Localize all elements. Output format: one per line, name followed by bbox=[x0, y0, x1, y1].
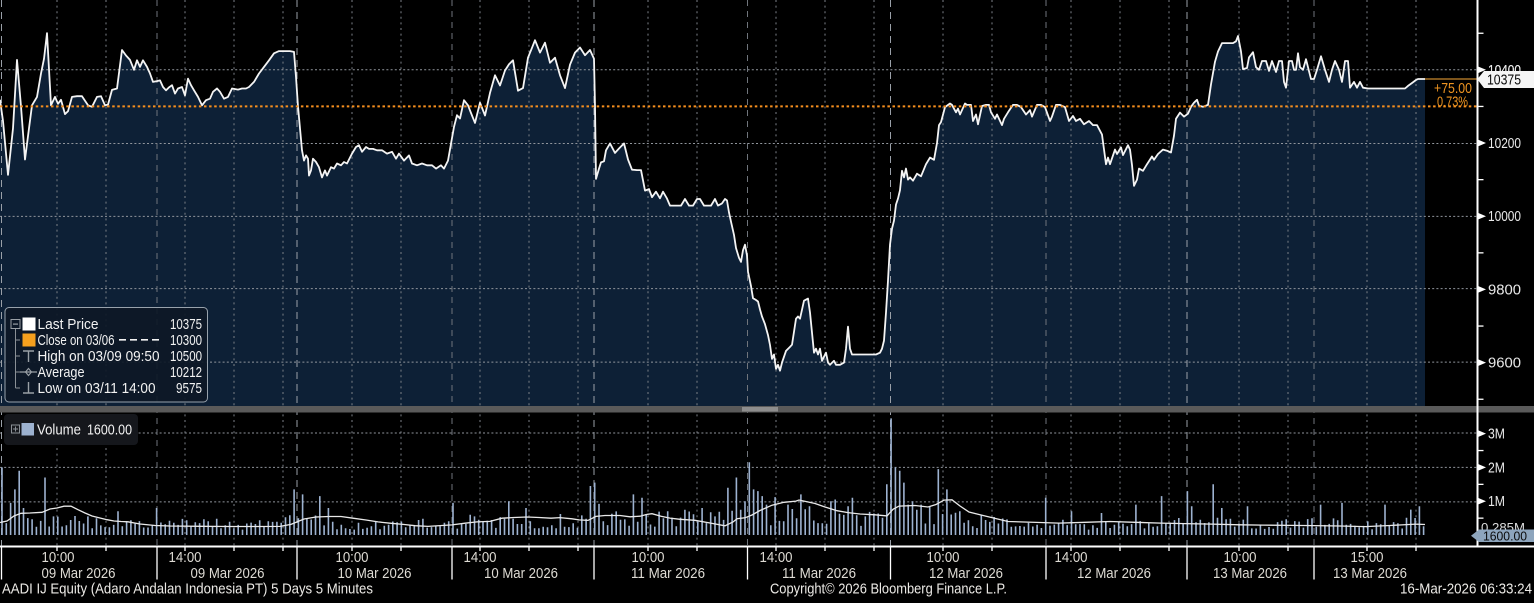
svg-text:10:00: 10:00 bbox=[632, 550, 665, 566]
svg-text:14:00: 14:00 bbox=[760, 550, 793, 566]
svg-text:10300: 10300 bbox=[170, 333, 202, 349]
svg-text:10:00: 10:00 bbox=[42, 550, 75, 566]
svg-text:16-Mar-2026 06:33:24: 16-Mar-2026 06:33:24 bbox=[1400, 582, 1532, 598]
svg-text:9600: 9600 bbox=[1488, 356, 1521, 372]
svg-text:3M: 3M bbox=[1488, 427, 1505, 443]
svg-text:0.73%: 0.73% bbox=[1437, 95, 1468, 111]
svg-text:Low on 03/11 14:00: Low on 03/11 14:00 bbox=[38, 381, 156, 397]
svg-text:1600.00: 1600.00 bbox=[1483, 529, 1527, 543]
svg-text:13 Mar 2026: 13 Mar 2026 bbox=[1333, 566, 1407, 582]
svg-text:14:00: 14:00 bbox=[169, 550, 202, 566]
svg-text:11 Mar 2026: 11 Mar 2026 bbox=[631, 566, 705, 582]
svg-text:+75.00: +75.00 bbox=[1434, 81, 1472, 97]
svg-text:14:00: 14:00 bbox=[1055, 550, 1088, 566]
svg-text:09 Mar 2026: 09 Mar 2026 bbox=[42, 566, 116, 582]
svg-text:10 Mar 2026: 10 Mar 2026 bbox=[338, 566, 412, 582]
svg-text:9575: 9575 bbox=[176, 381, 202, 397]
svg-text:10500: 10500 bbox=[170, 349, 202, 365]
svg-text:Average: Average bbox=[38, 365, 85, 381]
svg-text:Volume: Volume bbox=[37, 423, 81, 439]
svg-text:10:00: 10:00 bbox=[927, 550, 960, 566]
svg-text:10:00: 10:00 bbox=[336, 550, 369, 566]
svg-text:Copyright© 2026 Bloomberg Fina: Copyright© 2026 Bloomberg Finance L.P. bbox=[770, 582, 1007, 598]
svg-text:10212: 10212 bbox=[170, 365, 202, 381]
svg-text:10375: 10375 bbox=[170, 317, 202, 333]
svg-text:13 Mar 2026: 13 Mar 2026 bbox=[1213, 566, 1287, 582]
svg-text:10000: 10000 bbox=[1488, 209, 1521, 225]
svg-text:10:00: 10:00 bbox=[1224, 550, 1257, 566]
svg-text:AADI IJ Equity (Adaro Andalan: AADI IJ Equity (Adaro Andalan Indonesia … bbox=[2, 582, 373, 598]
svg-text:12 Mar 2026: 12 Mar 2026 bbox=[1077, 566, 1151, 582]
svg-text:10200: 10200 bbox=[1488, 136, 1521, 152]
svg-text:15:00: 15:00 bbox=[1351, 550, 1384, 566]
svg-text:Last Price: Last Price bbox=[38, 317, 99, 333]
svg-text:10 Mar 2026: 10 Mar 2026 bbox=[484, 566, 558, 582]
svg-text:2M: 2M bbox=[1488, 460, 1505, 476]
svg-text:10375: 10375 bbox=[1487, 72, 1521, 88]
svg-text:Close on 03/06: Close on 03/06 bbox=[38, 333, 115, 349]
svg-text:11 Mar 2026: 11 Mar 2026 bbox=[782, 566, 856, 582]
svg-text:14:00: 14:00 bbox=[464, 550, 497, 566]
svg-text:9800: 9800 bbox=[1488, 282, 1521, 298]
svg-text:1600.00: 1600.00 bbox=[87, 423, 132, 439]
svg-text:1M: 1M bbox=[1488, 494, 1505, 510]
svg-text:High on 03/09 09:50: High on 03/09 09:50 bbox=[38, 349, 160, 365]
svg-text:12 Mar 2026: 12 Mar 2026 bbox=[929, 566, 1003, 582]
svg-text:09 Mar 2026: 09 Mar 2026 bbox=[191, 566, 265, 582]
